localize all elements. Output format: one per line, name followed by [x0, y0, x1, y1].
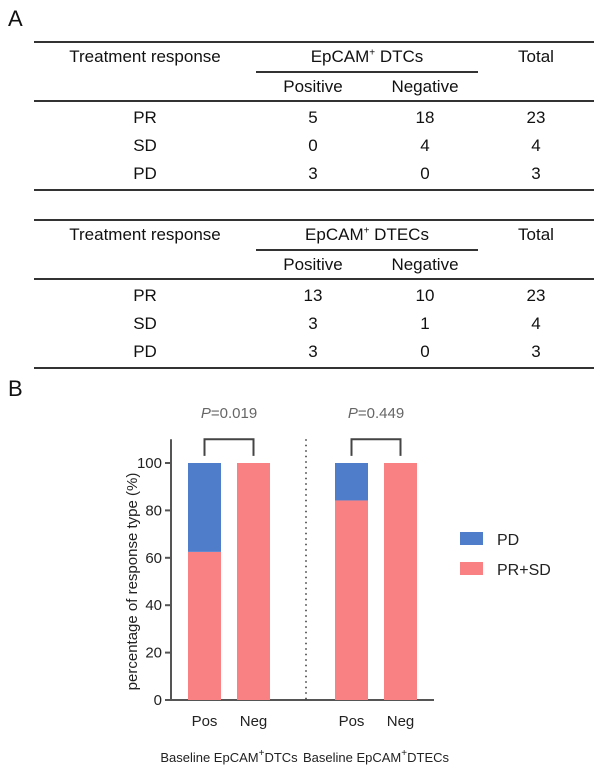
y-tick-label: 40: [145, 597, 162, 614]
table-cell-total: 3: [531, 164, 541, 183]
table-cell-total: 23: [526, 108, 546, 127]
significance-bracket: [203, 438, 255, 456]
table-row-label: PR: [133, 286, 157, 305]
significance-bracket: [350, 438, 402, 456]
table-bottom-rule: [34, 367, 594, 369]
table-cell-positive: 3: [308, 342, 318, 361]
table-cell-negative: 18: [415, 108, 435, 127]
p-symbol: P: [348, 405, 358, 422]
bar-segment-pr-sd: [237, 463, 270, 700]
bar-segment-pr-sd: [384, 463, 417, 700]
panel-b-label: B: [8, 376, 23, 401]
table-cell-total: 23: [526, 286, 546, 305]
table-bottom-rule: [34, 189, 594, 191]
group-header: EpCAM+ DTECs: [305, 225, 429, 244]
row-header: Treatment response: [69, 47, 221, 66]
x-tick-label: Neg: [387, 713, 415, 730]
table-row-label: SD: [133, 136, 157, 155]
sub-header-positive: Positive: [283, 77, 343, 96]
total-header: Total: [518, 47, 554, 66]
p-value: =0.019: [211, 405, 257, 422]
table-header-rule: [34, 278, 594, 280]
row-header: Treatment response: [69, 225, 221, 244]
x-tick-label: Pos: [339, 713, 365, 730]
y-tick-label: 100: [137, 455, 162, 472]
group-header: EpCAM+ DTCs: [310, 47, 424, 66]
table-cell-negative: 0: [420, 342, 430, 361]
group-label-part: +: [259, 748, 265, 759]
table-top-rule: [34, 41, 594, 43]
group-label-part: DTCs: [264, 750, 298, 765]
group-label-part: +: [401, 748, 407, 759]
bar-segment-pr-sd: [335, 500, 368, 700]
legend-swatch-pd: [460, 532, 483, 545]
x-tick-label: Pos: [192, 713, 218, 730]
y-tick-label: 0: [154, 692, 162, 709]
legend-label: PR+SD: [497, 562, 551, 579]
table-row-label: SD: [133, 314, 157, 333]
legend-label: PD: [497, 532, 519, 549]
bar-segment-pr-sd: [188, 551, 221, 700]
group-label: Baseline EpCAM+DTCs: [160, 748, 298, 765]
table-row-label: PD: [133, 164, 157, 183]
x-tick-label: Neg: [240, 713, 268, 730]
sub-header-negative: Negative: [391, 77, 459, 96]
table-cell-negative: 10: [415, 286, 435, 305]
y-axis-label: percentage of response type (%): [124, 473, 141, 691]
total-header: Total: [518, 225, 554, 244]
table-cell-positive: 13: [303, 286, 323, 305]
p-value: =0.449: [358, 405, 404, 422]
p-value-label: P=0.449: [348, 405, 404, 422]
y-tick-label: 80: [145, 502, 162, 519]
bar-segment-pd: [188, 463, 221, 552]
group-label: Baseline EpCAM+DTECs: [303, 748, 450, 765]
table-row-label: PR: [133, 108, 157, 127]
group-rule: [256, 249, 478, 251]
group-label-part: Baseline EpCAM: [303, 750, 401, 765]
table-cell-total: 4: [531, 136, 541, 155]
y-tick-label: 20: [145, 645, 162, 662]
bar-segment-pd: [335, 463, 368, 501]
table-cell-positive: 0: [308, 136, 318, 155]
p-value-label: P=0.019: [201, 405, 257, 422]
table-cell-negative: 1: [420, 314, 430, 333]
table-cell-positive: 5: [308, 108, 318, 127]
table-cell-total: 3: [531, 342, 541, 361]
y-tick-label: 60: [145, 550, 162, 567]
group-label-part: Baseline EpCAM: [160, 750, 258, 765]
table-cell-negative: 4: [420, 136, 430, 155]
table-cell-negative: 0: [420, 164, 430, 183]
table-top-rule: [34, 219, 594, 221]
sub-header-negative: Negative: [391, 255, 459, 274]
table-cell-positive: 3: [308, 164, 318, 183]
sub-header-positive: Positive: [283, 255, 343, 274]
table-row-label: PD: [133, 342, 157, 361]
p-symbol: P: [201, 405, 211, 422]
panel-a-label: A: [8, 6, 23, 31]
table-cell-positive: 3: [308, 314, 318, 333]
group-label-part: DTECs: [407, 750, 449, 765]
group-rule: [256, 71, 478, 73]
legend-swatch-pr-sd: [460, 562, 483, 575]
table-header-rule: [34, 100, 594, 102]
table-cell-total: 4: [531, 314, 541, 333]
